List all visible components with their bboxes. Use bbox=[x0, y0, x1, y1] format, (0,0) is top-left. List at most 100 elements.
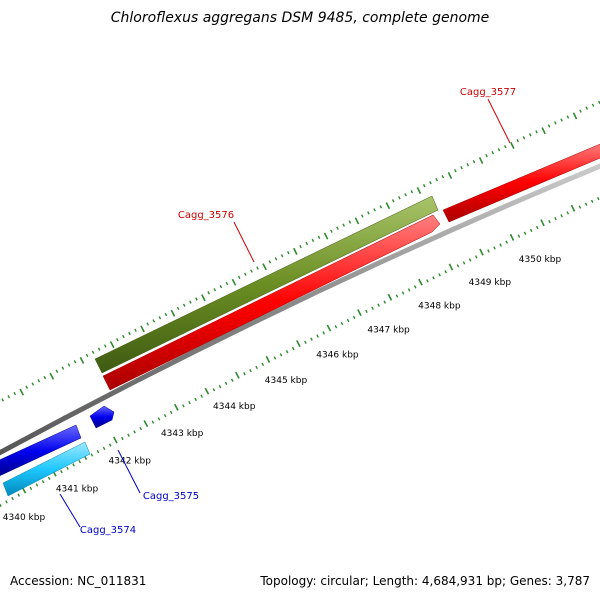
major-tick bbox=[326, 324, 332, 332]
minor-tick bbox=[29, 486, 33, 491]
minor-tick bbox=[7, 395, 11, 399]
minor-tick bbox=[316, 334, 319, 338]
minor-tick bbox=[163, 413, 167, 418]
minor-tick bbox=[352, 315, 356, 320]
major-tick bbox=[357, 309, 362, 317]
major-tick bbox=[204, 387, 210, 395]
minor-tick bbox=[441, 175, 445, 179]
minor-tick bbox=[188, 400, 191, 405]
minor-tick bbox=[522, 136, 526, 140]
minor-tick bbox=[346, 318, 350, 323]
minor-tick bbox=[373, 208, 376, 212]
minor-tick bbox=[139, 426, 143, 431]
minor-tick bbox=[311, 238, 315, 243]
minor-tick bbox=[96, 450, 100, 454]
minor-tick bbox=[37, 379, 41, 383]
minor-tick bbox=[360, 214, 364, 218]
minor-tick bbox=[591, 103, 595, 107]
minor-tick bbox=[66, 466, 69, 470]
minor-tick bbox=[121, 436, 124, 441]
major-tick bbox=[387, 293, 393, 301]
minor-tick bbox=[330, 229, 333, 233]
major-tick bbox=[416, 187, 422, 195]
minor-tick bbox=[410, 190, 414, 194]
minor-tick bbox=[391, 199, 395, 203]
minor-tick bbox=[146, 322, 150, 326]
minor-tick bbox=[566, 115, 570, 119]
minor-tick bbox=[404, 193, 407, 197]
major-tick bbox=[418, 278, 423, 286]
minor-tick bbox=[244, 272, 247, 276]
major-tick bbox=[265, 355, 271, 363]
major-tick bbox=[447, 171, 453, 179]
minor-tick bbox=[426, 279, 429, 283]
minor-tick bbox=[371, 306, 374, 310]
gene-label-cagg-3574[interactable]: Cagg_3574 bbox=[80, 525, 136, 536]
minor-tick bbox=[474, 255, 478, 259]
major-tick bbox=[541, 127, 546, 135]
major-tick bbox=[293, 247, 298, 255]
minor-tick bbox=[194, 397, 197, 402]
minor-tick bbox=[286, 251, 290, 255]
minor-tick bbox=[219, 284, 223, 289]
gene-cagg-3575-feature[interactable] bbox=[89, 405, 115, 429]
minor-tick bbox=[90, 453, 94, 457]
minor-tick bbox=[505, 240, 509, 244]
minor-tick bbox=[336, 226, 339, 230]
minor-tick bbox=[17, 493, 21, 497]
minor-tick bbox=[466, 163, 470, 167]
minor-tick bbox=[122, 334, 125, 339]
minor-tick bbox=[377, 303, 380, 307]
major-tick bbox=[262, 263, 267, 271]
minor-tick bbox=[516, 139, 520, 143]
gene-label-cagg-3575[interactable]: Cagg_3575 bbox=[143, 491, 199, 502]
minor-tick bbox=[535, 225, 539, 230]
minor-tick bbox=[413, 285, 417, 289]
major-tick bbox=[79, 356, 85, 364]
minor-tick bbox=[67, 363, 71, 367]
minor-tick bbox=[365, 309, 368, 313]
major-tick bbox=[540, 219, 545, 227]
gene-label-cagg-3577[interactable]: Cagg_3577 bbox=[460, 87, 516, 98]
minor-tick bbox=[225, 281, 229, 286]
inner-tick-track bbox=[0, 196, 600, 507]
major-tick bbox=[174, 403, 179, 411]
minor-tick bbox=[212, 388, 216, 392]
major-tick bbox=[572, 112, 578, 120]
gene-label-cagg-3576[interactable]: Cagg_3576 bbox=[178, 210, 234, 221]
major-tick bbox=[235, 371, 240, 379]
scale-label: 4341 kbp bbox=[56, 484, 99, 494]
minor-tick bbox=[200, 394, 204, 398]
major-tick bbox=[479, 248, 484, 256]
minor-tick bbox=[25, 385, 29, 389]
minor-tick bbox=[128, 331, 131, 336]
minor-tick bbox=[566, 211, 570, 215]
scale-label: 4348 kbp bbox=[418, 301, 461, 311]
minor-tick bbox=[182, 303, 186, 307]
minor-tick bbox=[535, 130, 538, 134]
minor-tick bbox=[395, 294, 399, 298]
gene-cagg-3574-feature[interactable] bbox=[0, 424, 82, 478]
minor-tick bbox=[342, 223, 346, 227]
leader-line-cagg-3577 bbox=[487, 98, 511, 144]
minor-tick bbox=[213, 288, 217, 292]
gene-cagg-3577-feature[interactable] bbox=[442, 142, 600, 223]
major-tick bbox=[201, 294, 206, 302]
minor-tick bbox=[157, 417, 161, 421]
genome-summary-text: Topology: circular; Length: 4,684,931 bp… bbox=[260, 574, 590, 588]
rna-feature bbox=[2, 441, 91, 497]
minor-tick bbox=[348, 220, 352, 224]
minor-tick bbox=[462, 261, 466, 265]
minor-tick bbox=[432, 276, 435, 280]
minor-tick bbox=[97, 347, 101, 351]
scale-label: 4342 kbp bbox=[109, 456, 152, 466]
minor-tick bbox=[72, 463, 75, 467]
minor-tick bbox=[176, 306, 180, 311]
minor-tick bbox=[43, 375, 47, 380]
leader-line-cagg-3575 bbox=[117, 449, 141, 494]
minor-tick bbox=[189, 300, 192, 304]
minor-tick bbox=[274, 257, 278, 261]
minor-tick bbox=[256, 266, 259, 270]
minor-tick bbox=[340, 321, 344, 326]
gene-cagg-3576-feature[interactable] bbox=[102, 214, 441, 391]
